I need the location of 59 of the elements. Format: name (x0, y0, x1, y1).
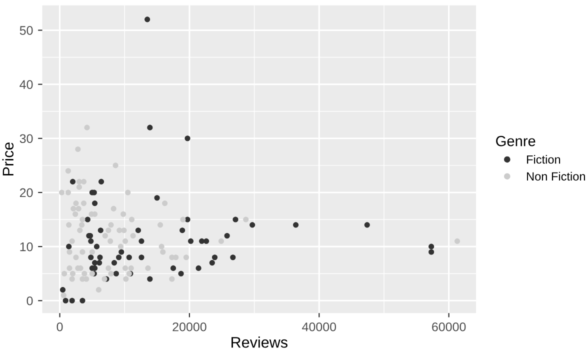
point (154, 195, 160, 201)
point (428, 249, 434, 255)
point (96, 260, 102, 266)
x-tick-label: 0 (56, 322, 63, 332)
x-tick-label: 60000 (432, 322, 466, 332)
point (113, 270, 119, 276)
legend-title: Genre (496, 136, 536, 146)
point (209, 260, 215, 266)
point (126, 254, 132, 260)
point (178, 270, 184, 276)
point (60, 287, 66, 293)
x-tick-label: 40000 (302, 322, 336, 332)
x-tick-label: 20000 (172, 322, 206, 332)
point (118, 249, 124, 255)
point (293, 222, 299, 228)
point (232, 216, 238, 222)
point (135, 228, 142, 234)
y-axis-title: Price (2, 142, 14, 176)
y-tick-label: 40 (20, 80, 33, 89)
point (212, 254, 218, 260)
point (66, 244, 72, 250)
point (69, 298, 75, 304)
point (138, 238, 144, 244)
point (111, 260, 118, 266)
point (94, 244, 100, 250)
point (184, 136, 190, 142)
point (196, 265, 202, 271)
point (170, 265, 176, 271)
point (428, 244, 434, 250)
y-tick-label: 20 (20, 188, 33, 198)
point (98, 228, 104, 234)
legend-label: Fiction (527, 155, 560, 164)
point (364, 222, 370, 228)
point (250, 222, 256, 228)
point (116, 254, 122, 260)
point (92, 200, 98, 206)
point (230, 254, 236, 260)
legend-label: Non Fiction (527, 172, 585, 181)
point (98, 178, 104, 184)
point (97, 254, 103, 260)
point (70, 178, 76, 184)
point (88, 254, 94, 260)
point (224, 232, 230, 239)
y-tick-label: 30 (20, 134, 33, 144)
point (62, 298, 68, 304)
point (88, 238, 94, 244)
point (180, 228, 186, 234)
point (80, 298, 86, 304)
point (147, 124, 153, 130)
point (147, 276, 153, 282)
y-tick-label: 50 (20, 26, 33, 35)
point (138, 254, 144, 260)
point (204, 238, 210, 244)
point (188, 238, 194, 244)
point (84, 216, 90, 222)
x-axis-title: Reviews (232, 336, 288, 348)
y-tick-label: 0 (26, 296, 33, 306)
point (144, 16, 150, 22)
y-tick-label: 10 (20, 242, 33, 252)
